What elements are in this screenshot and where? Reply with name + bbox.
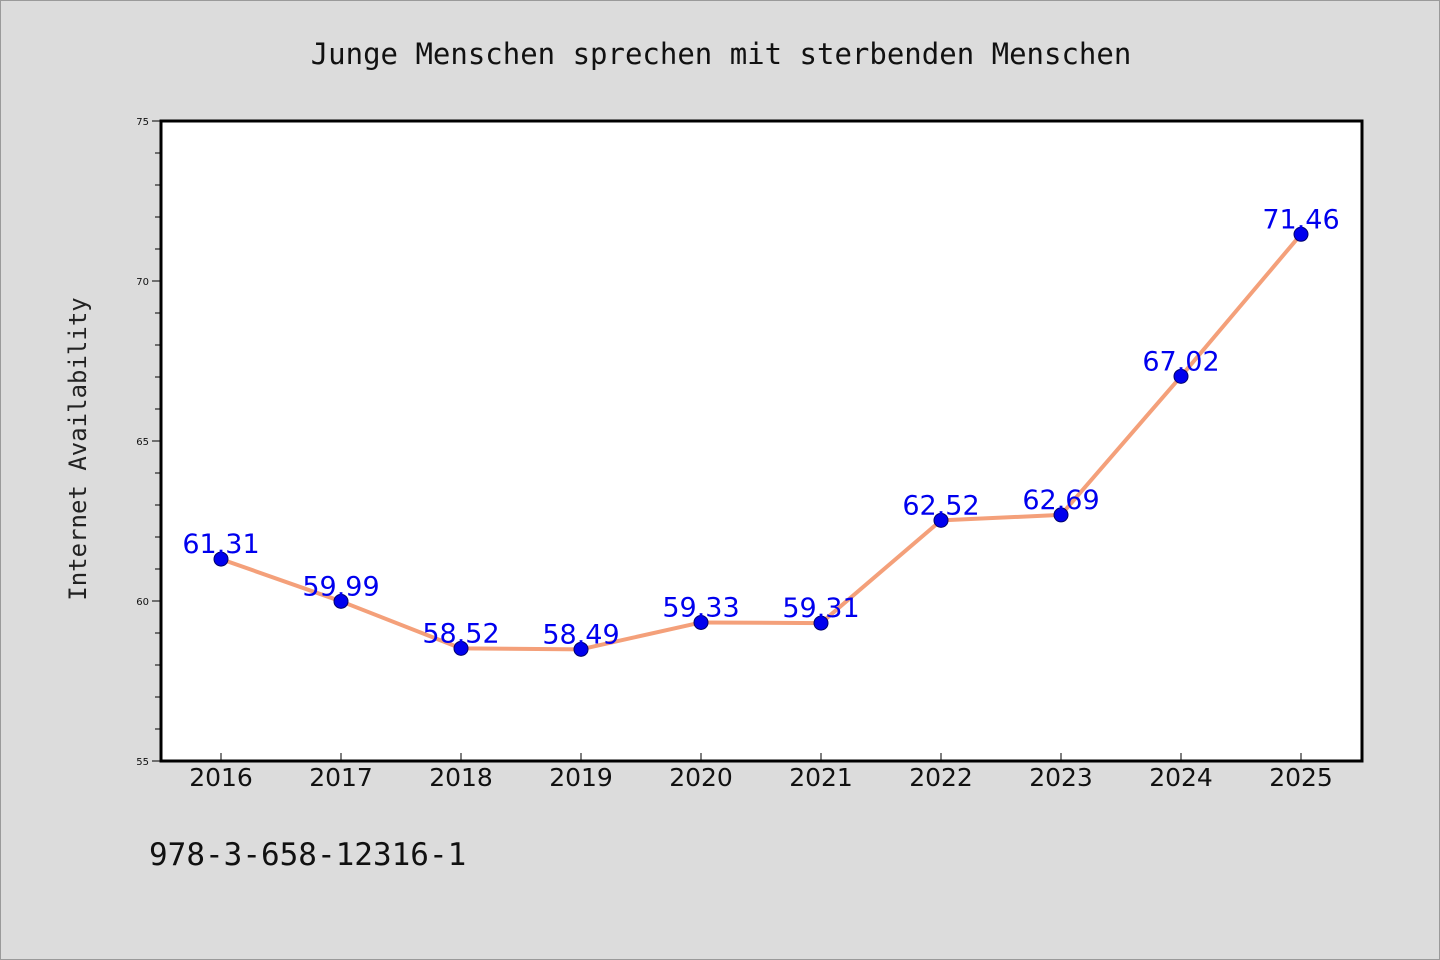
y-tick-label: 60 [136, 597, 149, 608]
x-tick-label: 2023 [1029, 763, 1093, 792]
x-tick-label: 2016 [189, 763, 253, 792]
data-label: 62.69 [1022, 485, 1099, 516]
y-tick-label: 65 [136, 437, 149, 448]
plot-area [161, 121, 1362, 761]
data-point [1053, 507, 1069, 523]
y-tick-label: 75 [136, 117, 149, 128]
data-label: 58.52 [422, 618, 499, 649]
data-label: 58.49 [542, 619, 619, 650]
data-point [333, 593, 349, 609]
series-group: 61.31 59.99 58.52 58.49 59.33 59.31 62.52 62.69… [182, 204, 1340, 657]
x-tick-label: 2021 [789, 763, 853, 792]
data-point [1293, 226, 1309, 242]
data-point [813, 615, 829, 631]
data-label: 67.02 [1142, 346, 1219, 377]
x-tick-label: 2019 [549, 763, 613, 792]
data-label: 62.52 [902, 490, 979, 521]
x-tick-label: 2018 [429, 763, 493, 792]
data-label: 59.33 [662, 592, 739, 623]
isbn-label: 978-3-658-12316-1 [149, 837, 466, 873]
x-tick-label: 2017 [309, 763, 373, 792]
data-point [1173, 368, 1189, 384]
data-point [453, 640, 469, 656]
data-label: 59.99 [302, 571, 379, 602]
plot-border [159, 119, 1364, 763]
x-tick-label: 2020 [669, 763, 733, 792]
data-label: 61.31 [182, 529, 259, 560]
chart-title: Junge Menschen sprechen mit sterbenden M… [311, 37, 1132, 71]
data-point [573, 641, 589, 657]
y-tick-label: 70 [136, 277, 149, 288]
series-line [219, 232, 1303, 652]
y-axis-label: Internet Availability [64, 297, 92, 600]
x-tick-label: 2025 [1269, 763, 1333, 792]
data-point [933, 512, 949, 528]
x-axis-ticks: 2016 2017 2018 2019 2020 2021 2022 2023 2024 2025 [189, 753, 1333, 792]
data-point [213, 551, 229, 567]
y-axis-ticks: 55 60 65 70 75 [136, 117, 161, 768]
x-tick-label: 2022 [909, 763, 973, 792]
y-tick-label: 55 [136, 757, 149, 768]
data-point [693, 614, 709, 630]
data-label: 71.46 [1262, 204, 1339, 235]
data-label: 59.31 [782, 593, 859, 624]
x-tick-label: 2024 [1149, 763, 1213, 792]
